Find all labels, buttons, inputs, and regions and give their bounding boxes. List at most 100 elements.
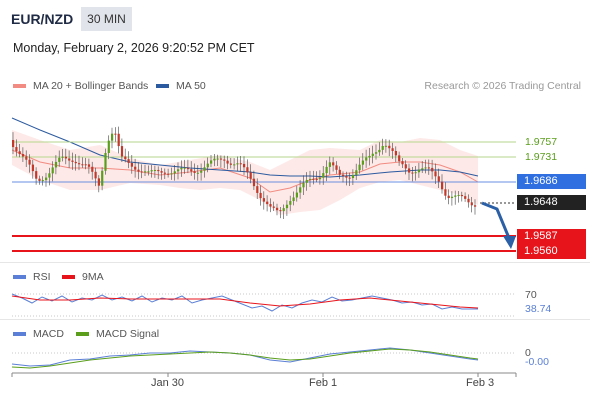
candle-body	[206, 163, 209, 168]
candle-body	[454, 195, 457, 197]
candle-body	[160, 171, 163, 173]
candle-body	[51, 167, 54, 174]
candle-body	[87, 164, 91, 167]
candle-body	[117, 133, 120, 147]
candle-body	[97, 178, 100, 186]
legend-rsi-ma-label: 9MA	[82, 271, 104, 283]
candle-body	[71, 160, 74, 162]
candle-body	[299, 187, 302, 193]
candle-body	[229, 163, 232, 165]
macd-signal-swatch-icon	[76, 332, 89, 336]
candle-body	[269, 204, 272, 207]
candle-body	[94, 171, 97, 179]
candle-body	[272, 206, 275, 208]
candle-body	[375, 152, 378, 154]
candle-body	[474, 205, 477, 207]
candle-body	[259, 192, 262, 199]
candle-body	[398, 155, 401, 162]
candle-body	[315, 179, 318, 181]
candle-body	[276, 207, 279, 211]
candle-body	[384, 145, 388, 147]
candle-body	[64, 156, 67, 159]
candle-body	[193, 171, 196, 174]
candle-body	[282, 208, 285, 212]
macd-swatch-icon	[13, 332, 26, 336]
candle-body	[457, 194, 460, 196]
candle-body	[470, 202, 473, 206]
candle-body	[404, 164, 407, 169]
candle-body	[464, 196, 467, 199]
candle-body	[302, 182, 305, 188]
candle-body	[150, 170, 153, 172]
pivot-price-tag: 1.9686	[517, 174, 586, 189]
candle-body	[285, 204, 289, 209]
candle-body	[31, 164, 34, 172]
legend-rsi-ma: 9MA	[62, 271, 104, 283]
candle-body	[467, 198, 470, 203]
candle-body	[196, 172, 199, 174]
candle-body	[388, 145, 391, 149]
candle-body	[450, 196, 454, 199]
candle-body	[41, 180, 44, 182]
header: EUR/NZD 30 MIN	[0, 0, 590, 40]
candle-body	[318, 177, 322, 180]
candle-body	[332, 162, 335, 166]
candle-body	[186, 167, 190, 170]
candle-body	[147, 171, 150, 173]
candle-body	[81, 164, 84, 166]
legend-macd-signal: MACD Signal	[76, 328, 159, 340]
candle-body	[338, 169, 341, 175]
candle-body	[447, 195, 450, 199]
candle-body	[91, 166, 94, 172]
candle-body	[68, 158, 71, 161]
candle-body	[233, 164, 236, 166]
candle-body	[335, 165, 338, 170]
candle-body	[18, 151, 21, 155]
candle-body	[45, 177, 48, 181]
candle-body	[312, 178, 315, 180]
candle-body	[295, 192, 298, 198]
candle-body	[120, 146, 124, 157]
candle-body	[236, 163, 239, 165]
candle-body	[104, 152, 107, 171]
candle-body	[249, 172, 252, 179]
candle-body	[180, 167, 183, 170]
legend-bollinger-label: MA 20 + Bollinger Bands	[33, 80, 149, 92]
candle-body	[84, 164, 87, 166]
candle-body	[351, 174, 355, 179]
last-price-tag: 1.9648	[517, 195, 586, 210]
candle-body	[391, 148, 394, 152]
legend-ma50-label: MA 50	[176, 80, 206, 92]
candle-body	[421, 168, 424, 170]
timeframe-button[interactable]: 30 MIN	[81, 7, 132, 31]
candle-body	[252, 178, 256, 187]
candle-body	[144, 171, 147, 173]
legend-rsi: RSI	[13, 271, 51, 283]
legend-ma50: MA 50	[156, 80, 206, 92]
candle-body	[239, 163, 242, 165]
candle-body	[226, 160, 229, 164]
candle-body	[107, 140, 110, 153]
candle-body	[54, 161, 58, 168]
rsi-ma-line	[11, 295, 479, 309]
candle-body	[441, 181, 444, 190]
support-price-tag-1: 1.9587	[517, 229, 586, 244]
candle-body	[342, 174, 345, 176]
candle-body	[124, 156, 127, 160]
resistance-label-1: 1.9757	[525, 136, 558, 148]
candle-body	[134, 166, 137, 170]
candle-body	[101, 170, 104, 186]
candle-body	[305, 179, 308, 183]
candle-body	[163, 172, 166, 174]
panel-separator	[0, 319, 590, 320]
candle-body	[322, 173, 325, 178]
candle-body	[243, 163, 246, 168]
support-price-tag-2: 1.9560	[517, 244, 586, 259]
candle-body	[378, 149, 381, 153]
candle-body	[170, 173, 173, 175]
credit-label: Research © 2026 Trading Central	[424, 80, 581, 92]
candle-body	[309, 178, 312, 180]
resistance-label-2: 1.9731	[525, 151, 558, 163]
candle-body	[78, 163, 81, 165]
